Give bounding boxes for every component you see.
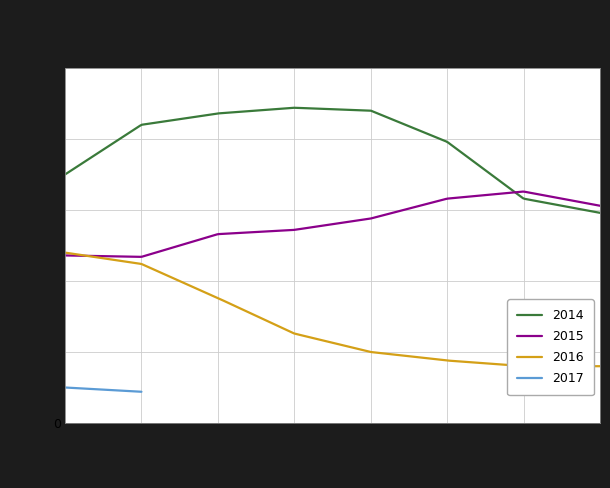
2015 bbox=[597, 203, 604, 209]
2017 bbox=[107, 387, 114, 393]
2015 bbox=[519, 189, 526, 195]
2017 bbox=[138, 389, 145, 395]
2014 bbox=[62, 172, 69, 178]
2015 bbox=[514, 189, 522, 195]
2016 bbox=[63, 250, 70, 256]
2014 bbox=[548, 201, 555, 207]
2014 bbox=[380, 113, 387, 119]
Line: 2014: 2014 bbox=[65, 108, 600, 213]
2016 bbox=[548, 363, 555, 369]
2015 bbox=[137, 254, 144, 260]
2015 bbox=[62, 252, 69, 258]
2015 bbox=[382, 212, 389, 218]
2016 bbox=[380, 350, 387, 356]
2016 bbox=[521, 363, 528, 369]
2016 bbox=[512, 363, 520, 368]
2016 bbox=[597, 363, 604, 369]
2016 bbox=[62, 250, 69, 256]
Line: 2016: 2016 bbox=[65, 253, 600, 366]
2017 bbox=[126, 388, 133, 394]
2014 bbox=[63, 170, 70, 176]
2017 bbox=[62, 385, 69, 390]
2014 bbox=[514, 191, 522, 197]
2015 bbox=[63, 253, 70, 259]
2014 bbox=[597, 210, 604, 216]
2017 bbox=[107, 387, 114, 393]
2015 bbox=[390, 209, 398, 215]
2014 bbox=[382, 114, 389, 120]
2017 bbox=[108, 387, 115, 393]
2015 bbox=[550, 194, 557, 200]
2017 bbox=[62, 385, 69, 390]
2014 bbox=[390, 117, 398, 123]
Line: 2015: 2015 bbox=[65, 192, 600, 257]
2016 bbox=[389, 351, 396, 357]
2017 bbox=[131, 388, 138, 394]
2014 bbox=[290, 105, 298, 111]
2015 bbox=[380, 212, 387, 218]
Line: 2017: 2017 bbox=[65, 387, 142, 392]
2016 bbox=[378, 350, 386, 356]
Legend: 2014, 2015, 2016, 2017: 2014, 2015, 2016, 2017 bbox=[507, 299, 594, 395]
